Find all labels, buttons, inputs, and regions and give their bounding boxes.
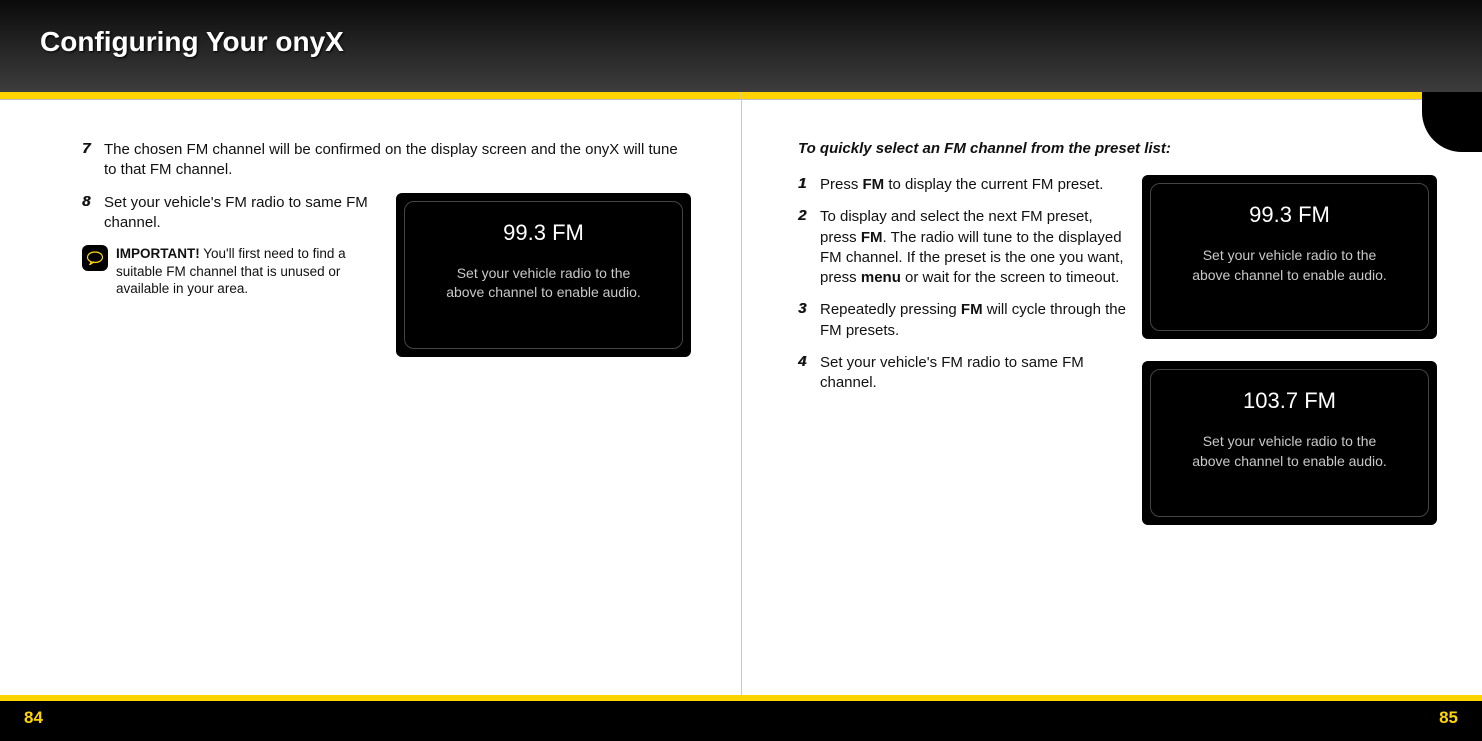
- fm-channel: 103.7 FM: [1243, 388, 1336, 414]
- text-part: above channel to enable audio.: [446, 284, 641, 300]
- text-part: to display the current FM preset.: [884, 176, 1103, 193]
- step-1: 1 Press FM to display the current FM pre…: [798, 175, 1128, 195]
- text-part: or wait for the screen to timeout.: [901, 269, 1119, 286]
- step-8: 8 Set your vehicle's FM radio to same FM…: [82, 193, 382, 234]
- step-text: Press FM to display the current FM prese…: [820, 175, 1103, 195]
- step-number: 1: [798, 175, 820, 195]
- step-text: To display and select the next FM preset…: [820, 207, 1128, 288]
- text-bold: FM: [961, 301, 983, 318]
- right-screens: 99.3 FM Set your vehicle radio to the ab…: [1128, 175, 1437, 525]
- preset-heading: To quickly select an FM channel from the…: [798, 140, 1438, 157]
- text-part: Set your vehicle radio to the: [1203, 433, 1377, 449]
- screen-instruction: Set your vehicle radio to the above chan…: [432, 264, 655, 303]
- left-column: 7 The chosen FM channel will be confirme…: [82, 140, 694, 357]
- step-text: The chosen FM channel will be confirmed …: [104, 140, 694, 181]
- step-7: 7 The chosen FM channel will be confirme…: [82, 140, 694, 181]
- screen-instruction: Set your vehicle radio to the above chan…: [1178, 246, 1401, 285]
- important-label: IMPORTANT!: [116, 246, 200, 261]
- text-part: Set your vehicle radio to the: [457, 265, 631, 281]
- text-bold: menu: [861, 269, 901, 286]
- page-title: Configuring Your onyX: [40, 26, 1482, 58]
- text-part: above channel to enable audio.: [1192, 453, 1387, 469]
- step-text: Set your vehicle's FM radio to same FM c…: [820, 353, 1128, 394]
- content-area: 7 The chosen FM channel will be confirme…: [0, 100, 1482, 695]
- text-part: above channel to enable audio.: [1192, 267, 1387, 283]
- page-number-right: 85: [1439, 708, 1458, 728]
- step-text: Set your vehicle's FM radio to same FM c…: [104, 193, 382, 234]
- step-number: 4: [798, 353, 820, 394]
- footer-accent: [0, 695, 1482, 701]
- fm-channel: 99.3 FM: [503, 220, 584, 246]
- step-4: 4 Set your vehicle's FM radio to same FM…: [798, 353, 1128, 394]
- text-part: Set your vehicle radio to the: [1203, 247, 1377, 263]
- right-column: To quickly select an FM channel from the…: [798, 140, 1438, 525]
- text-bold: FM: [863, 176, 885, 193]
- important-note: IMPORTANT! You'll first need to find a s…: [82, 245, 382, 298]
- step-number: 2: [798, 207, 820, 288]
- text-part: Repeatedly pressing: [820, 301, 961, 318]
- step-2: 2 To display and select the next FM pres…: [798, 207, 1128, 288]
- screen-inner: 103.7 FM Set your vehicle radio to the a…: [1150, 369, 1429, 517]
- step-text: Repeatedly pressing FM will cycle throug…: [820, 300, 1128, 341]
- screen-inner: 99.3 FM Set your vehicle radio to the ab…: [1150, 183, 1429, 331]
- step-3: 3 Repeatedly pressing FM will cycle thro…: [798, 300, 1128, 341]
- speech-bubble-icon: [82, 245, 108, 271]
- right-body: 1 Press FM to display the current FM pre…: [798, 175, 1438, 525]
- step-number: 8: [82, 193, 104, 234]
- step-number: 3: [798, 300, 820, 341]
- device-screen-1: 99.3 FM Set your vehicle radio to the ab…: [396, 193, 691, 357]
- screen-inner: 99.3 FM Set your vehicle radio to the ab…: [404, 201, 683, 349]
- text-bold: FM: [861, 229, 883, 246]
- screen-instruction: Set your vehicle radio to the above chan…: [1178, 432, 1401, 471]
- fm-channel: 99.3 FM: [1249, 202, 1330, 228]
- text-part: The chosen FM channel will be confirmed …: [104, 141, 619, 158]
- step-number: 7: [82, 140, 104, 181]
- device-screen-2: 99.3 FM Set your vehicle radio to the ab…: [1142, 175, 1437, 339]
- footer-bar: 84 85: [0, 695, 1482, 741]
- header-bar: Configuring Your onyX: [0, 0, 1482, 92]
- column-divider: [741, 92, 742, 695]
- text-part: Press: [820, 176, 863, 193]
- right-steps: 1 Press FM to display the current FM pre…: [798, 175, 1128, 405]
- step-8-row: 8 Set your vehicle's FM radio to same FM…: [82, 193, 694, 357]
- important-text: IMPORTANT! You'll first need to find a s…: [116, 245, 382, 298]
- page-number-left: 84: [24, 708, 43, 728]
- device-screen-3: 103.7 FM Set your vehicle radio to the a…: [1142, 361, 1437, 525]
